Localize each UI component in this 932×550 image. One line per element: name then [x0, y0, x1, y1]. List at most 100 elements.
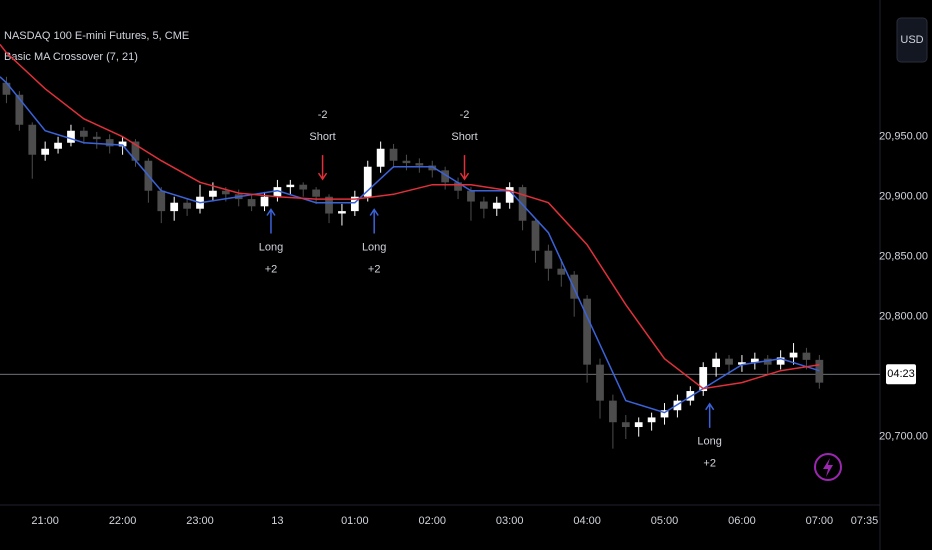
candle-body — [80, 130, 88, 137]
candle-body — [350, 196, 359, 212]
candle-body — [557, 268, 566, 275]
candle-body — [312, 189, 320, 197]
y-tick-label: 20,950.00 — [879, 131, 928, 143]
candle-body — [209, 190, 217, 197]
x-tick-label: 06:00 — [728, 515, 756, 527]
x-tick-label: 04:00 — [573, 515, 601, 527]
short-arrow-head — [317, 172, 328, 181]
candle-body — [802, 352, 811, 360]
candle-body — [531, 220, 540, 251]
signal-label: +2 — [265, 263, 278, 275]
candle-body — [621, 422, 630, 428]
x-tick-label: 13 — [271, 515, 283, 527]
candle-body — [15, 94, 24, 125]
candle-body — [54, 142, 62, 149]
candle-body — [763, 358, 772, 365]
candle-body — [260, 196, 269, 207]
short-arrow-head — [459, 172, 470, 181]
candle-body — [389, 148, 398, 161]
signal-label: Long — [697, 436, 721, 448]
candle-body — [544, 250, 553, 269]
candle-body — [505, 187, 514, 203]
candle-body — [634, 422, 643, 428]
candle-body — [2, 82, 11, 95]
candle-body — [183, 202, 191, 209]
candle-body — [570, 274, 579, 299]
candle-body — [454, 182, 462, 191]
long-arrow-head — [266, 208, 276, 216]
candle-body — [118, 141, 127, 147]
bolt-circle[interactable] — [814, 453, 842, 481]
candle-body — [789, 352, 798, 358]
candle-body — [776, 357, 785, 365]
candle-body — [28, 124, 37, 155]
candle-body — [441, 170, 450, 183]
bolt-shape[interactable] — [823, 458, 833, 477]
candle-body — [273, 187, 282, 197]
price-label-box — [886, 364, 916, 385]
signal-label: -2 — [318, 109, 328, 121]
candle-body — [660, 410, 669, 418]
candle-body — [738, 362, 746, 365]
candle-body — [467, 190, 475, 202]
y-tick-label: 20,700.00 — [879, 431, 928, 443]
symbol-title: NASDAQ 100 E-mini Futures, 5, CME — [4, 30, 189, 42]
y-tick-label: 20,900.00 — [879, 191, 928, 203]
candle-body — [41, 148, 50, 155]
x-tick-label: 22:00 — [109, 515, 137, 527]
candle-body — [492, 202, 501, 209]
x-tick-label: 21:00 — [31, 515, 59, 527]
candle-body — [376, 148, 385, 167]
candle-body — [105, 139, 114, 147]
candle-body — [428, 165, 437, 171]
long-arrow-head — [369, 208, 379, 216]
candle-body — [286, 184, 295, 188]
x-tick-label: 07:35 — [851, 515, 879, 527]
bolt-icon[interactable] — [814, 453, 842, 481]
y-tick-label: 20,800.00 — [879, 311, 928, 323]
x-tick-label: 07:00 — [806, 515, 834, 527]
candle-body — [67, 130, 75, 143]
candle-body — [647, 417, 656, 423]
candle-body — [415, 163, 424, 166]
x-tick-label: 23:00 — [186, 515, 214, 527]
signal-label: Short — [309, 131, 335, 143]
signal-label: +2 — [368, 263, 381, 275]
candle-body — [92, 136, 101, 140]
x-tick-label: 03:00 — [496, 515, 524, 527]
ma-line — [0, 43, 820, 390]
candle-body — [480, 201, 488, 209]
candle-body — [402, 160, 411, 164]
candle-body — [221, 190, 230, 195]
candle-body — [299, 184, 308, 190]
ma-line — [0, 76, 820, 414]
candle-body — [815, 359, 824, 383]
candle-body — [131, 141, 140, 161]
candle-body — [157, 190, 166, 212]
candle-body — [247, 199, 256, 207]
candle-body — [750, 358, 759, 363]
signal-label: Long — [259, 241, 283, 253]
x-tick-label: 02:00 — [418, 515, 446, 527]
candle-body — [725, 358, 733, 365]
candle-body — [712, 358, 720, 368]
candle-body — [338, 211, 346, 214]
long-arrow-head — [705, 402, 715, 411]
candle-body — [170, 202, 179, 212]
signal-label: Short — [451, 131, 477, 143]
candle-body — [583, 298, 591, 365]
x-tick-label: 01:00 — [341, 515, 369, 527]
y-tick-label: 20,850.00 — [879, 251, 928, 263]
currency-button[interactable] — [896, 17, 928, 63]
candle-body — [699, 367, 708, 392]
candle-body — [363, 166, 372, 197]
signal-label: Long — [362, 241, 386, 253]
indicator-label: Basic MA Crossover (7, 21) — [4, 51, 138, 63]
candle-body — [596, 364, 604, 401]
signal-label: +2 — [703, 458, 716, 470]
x-tick-label: 05:00 — [651, 515, 679, 527]
candle-body — [325, 196, 333, 214]
currency-label[interactable]: USD — [900, 34, 923, 46]
